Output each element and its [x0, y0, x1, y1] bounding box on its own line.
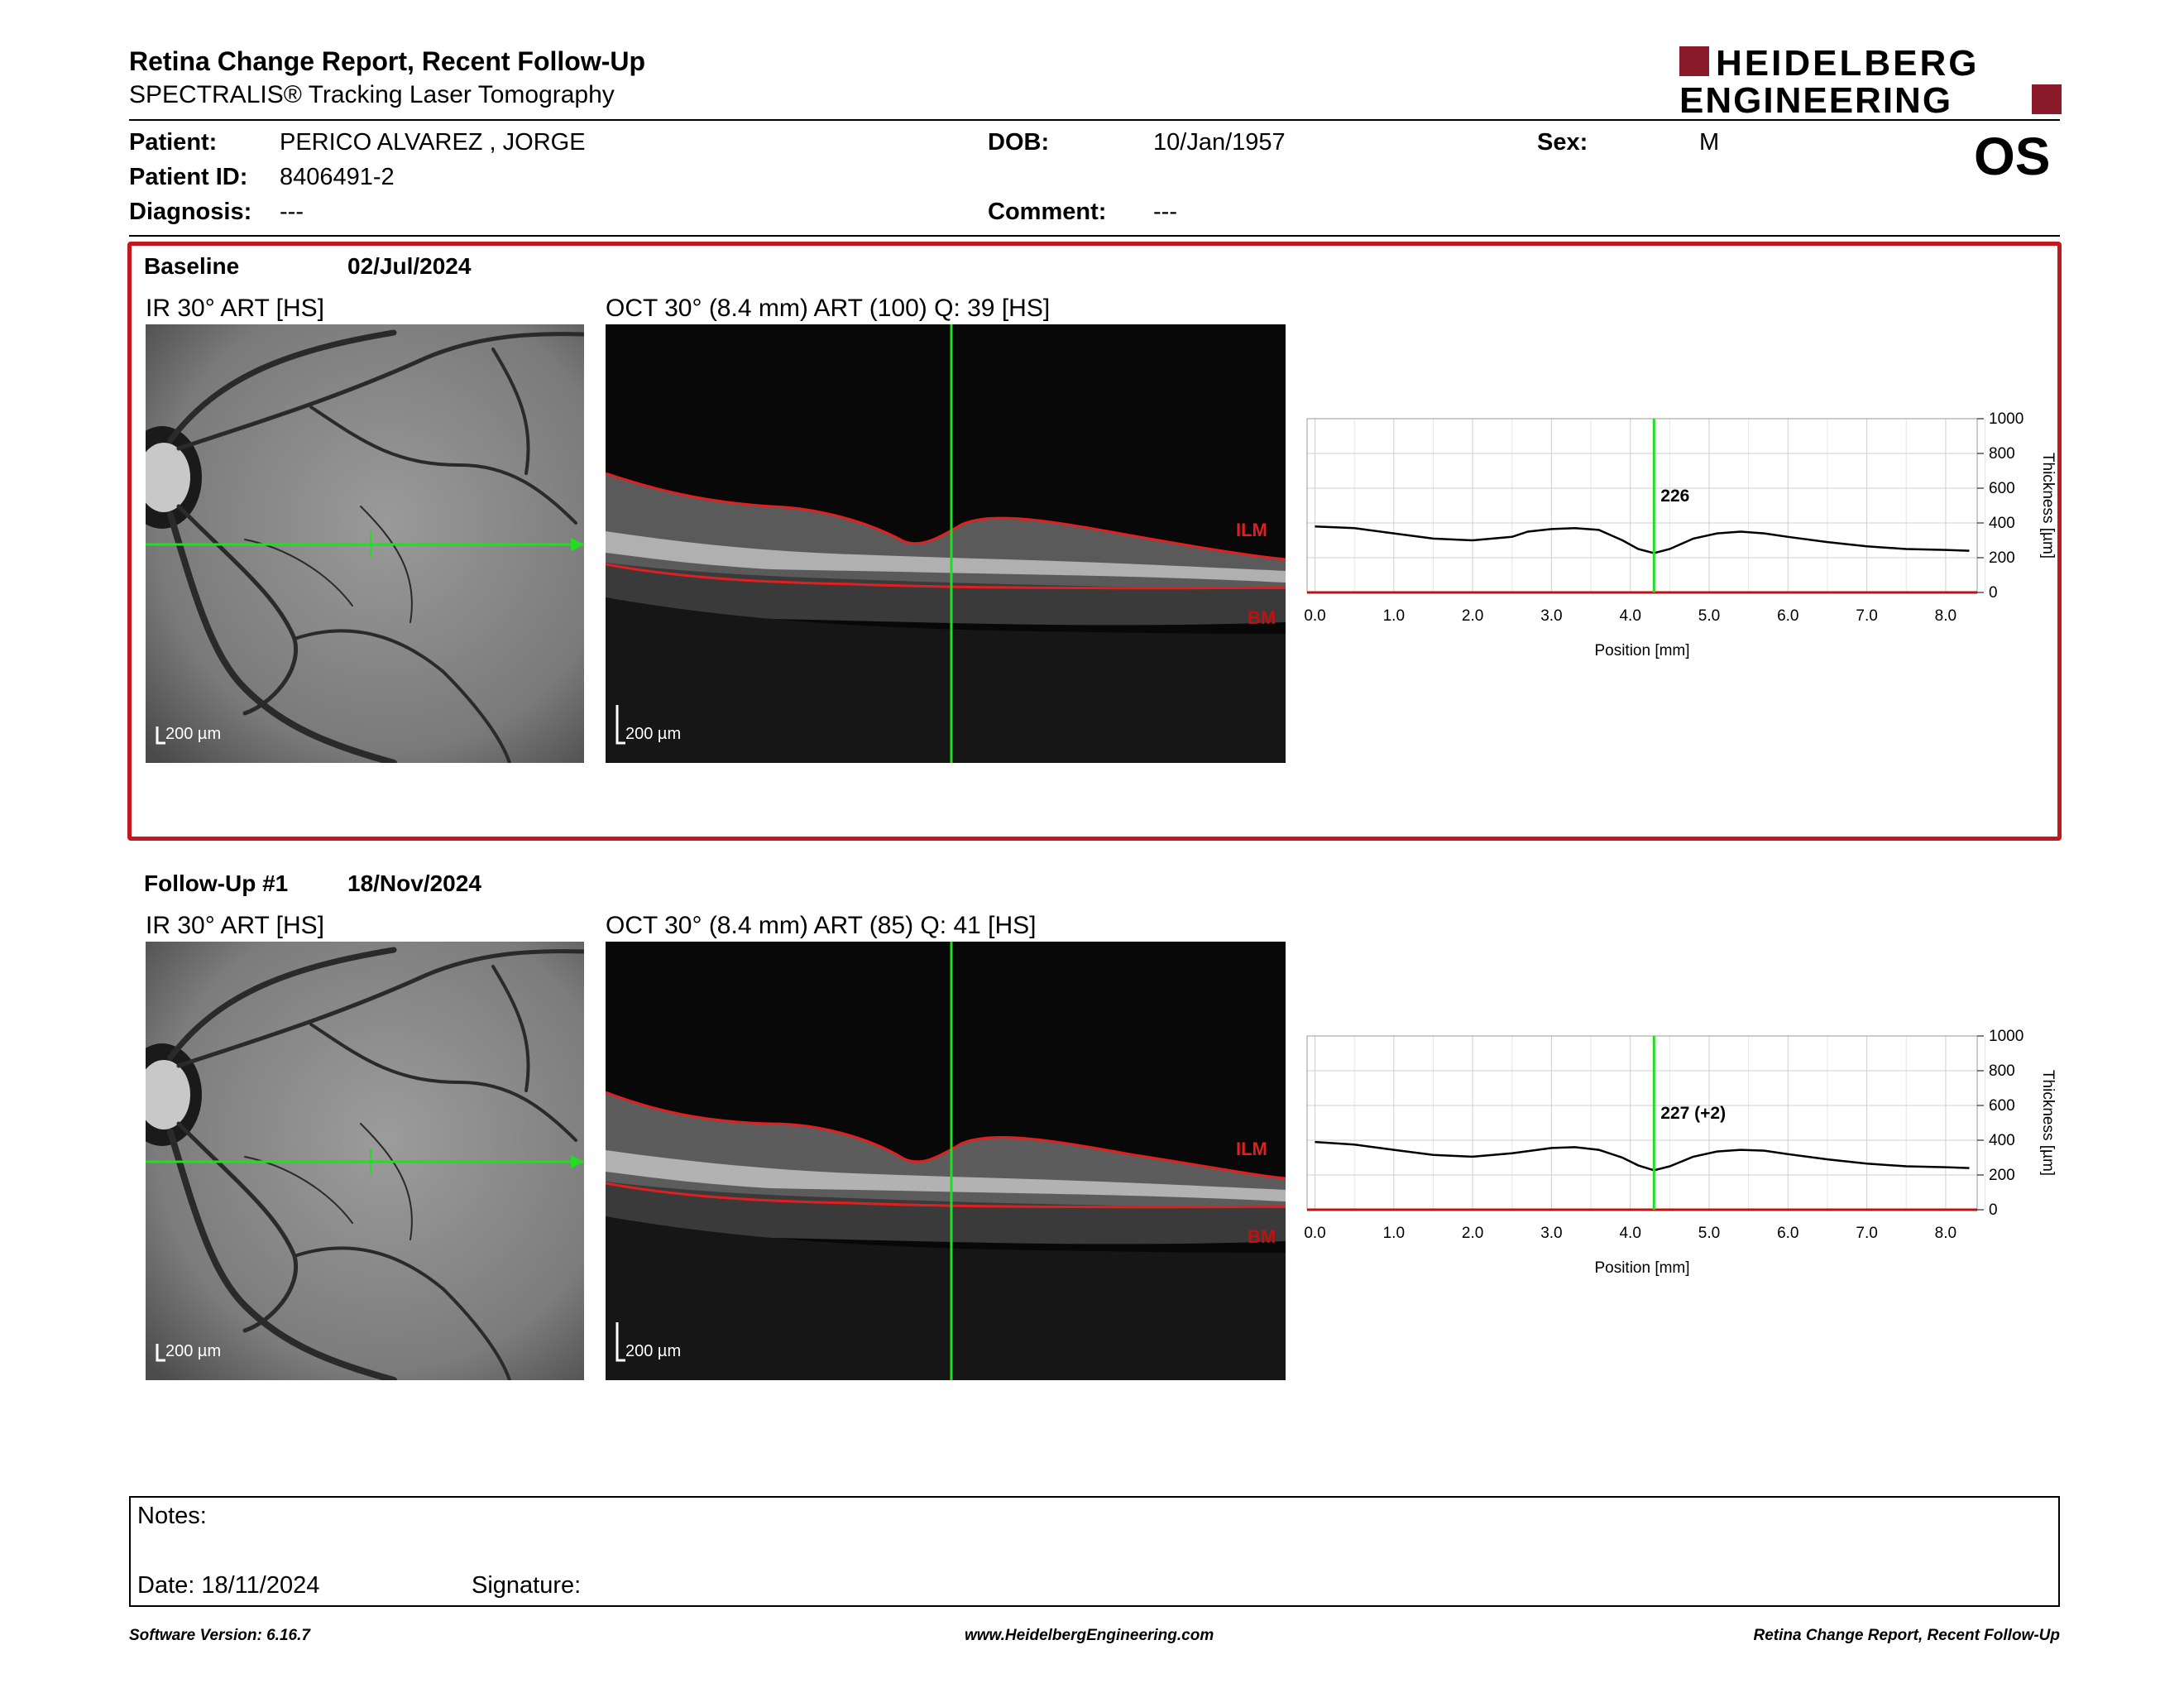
comment-value: ---: [1153, 199, 1177, 225]
followup-ir-scale: 200 µm: [165, 1342, 222, 1360]
baseline-date: 02/Jul/2024: [347, 253, 472, 279]
baseline-highlight-box: [127, 242, 2062, 841]
baseline-ir-scale: 200 µm: [165, 725, 222, 743]
x-tick-label: 3.0: [1540, 1225, 1562, 1242]
x-tick-label: 6.0: [1777, 1225, 1798, 1242]
diagnosis-label: Diagnosis:: [129, 199, 252, 225]
sex-value: M: [1699, 129, 1720, 156]
x-tick-label: 3.0: [1540, 607, 1562, 625]
comment-label: Comment:: [988, 199, 1107, 225]
x-axis-title: Position [mm]: [1594, 642, 1689, 659]
baseline-oct-scale: 200 µm: [625, 725, 682, 743]
x-tick-label: 0.0: [1304, 1225, 1325, 1242]
followup-ir-title: IR 30° ART [HS]: [146, 912, 324, 939]
marker-value-label: 227 (+2): [1660, 1104, 1726, 1123]
baseline-ir-title: IR 30° ART [HS]: [146, 295, 324, 322]
x-tick-label: 8.0: [1935, 1225, 1956, 1242]
x-tick-label: 8.0: [1935, 607, 1956, 625]
y-axis-title: Thickness [µm]: [2039, 453, 2057, 559]
baseline-oct-title: OCT 30° (8.4 mm) ART (100) Q: 39 [HS]: [606, 295, 1051, 322]
logo-line2: ENGINEERING: [1679, 80, 1952, 116]
plot-frame: [1306, 1035, 1978, 1211]
followup-oct-title: OCT 30° (8.4 mm) ART (85) Q: 41 [HS]: [606, 912, 1037, 939]
y-tick-label: 400: [1989, 515, 2015, 532]
x-tick-label: 1.0: [1383, 1225, 1405, 1242]
x-tick-label: 6.0: [1777, 607, 1798, 625]
sex-label: Sex:: [1537, 129, 1588, 156]
report-subtitle: SPECTRALIS® Tracking Laser Tomography: [129, 81, 615, 108]
y-tick-label: 200: [1989, 549, 2015, 567]
report-title: Retina Change Report, Recent Follow-Up: [129, 46, 646, 76]
x-tick-label: 4.0: [1619, 607, 1640, 625]
followup-date: 18/Nov/2024: [347, 870, 481, 896]
patient-id-label: Patient ID:: [129, 164, 248, 190]
x-tick-label: 1.0: [1383, 607, 1405, 625]
x-tick-label: 7.0: [1856, 607, 1877, 625]
eye-indicator: OS: [1974, 127, 2051, 186]
baseline-ir-fundus-image: 200 µm: [146, 324, 584, 763]
y-tick-label: 0: [1989, 584, 1998, 602]
y-tick-label: 800: [1989, 1062, 2015, 1080]
x-tick-label: 2.0: [1462, 1225, 1483, 1242]
dob-value: 10/Jan/1957: [1153, 129, 1286, 156]
baseline-bm-label: BM: [1248, 607, 1276, 628]
followup-oct-bscan-image: ILM BM 200 µm: [606, 942, 1286, 1380]
followup-thickness-chart: 0.0 1.0 2.0 3.0 4.0 5.0 6.0 7.0 8.0 0 200 400 600 800…: [1299, 1028, 2076, 1301]
x-tick-label: 5.0: [1698, 1225, 1720, 1242]
y-tick-label: 800: [1989, 445, 2015, 463]
patient-divider: [129, 235, 2060, 237]
baseline-thickness-chart: 0.0 1.0 2.0 3.0 4.0 5.0 6.0 7.0 8.0 0 200 400 600 800…: [1299, 410, 2076, 683]
y-tick-label: 600: [1989, 1097, 2015, 1115]
notes-label: Notes:: [137, 1503, 207, 1529]
x-tick-label: 5.0: [1698, 607, 1720, 625]
thickness-profile-line: [1315, 1140, 1970, 1172]
signature-label: Signature:: [472, 1572, 582, 1599]
patient-id-value: 8406491-2: [280, 164, 395, 190]
header-divider: [129, 119, 2060, 121]
diagnosis-value: ---: [280, 199, 304, 225]
notes-date: Date: 18/11/2024: [137, 1572, 320, 1599]
patient-label: Patient:: [129, 129, 218, 156]
footer-website-link[interactable]: www.HeidelbergEngineering.com: [965, 1627, 1214, 1644]
x-axis-title: Position [mm]: [1594, 1259, 1689, 1277]
y-tick-label: 1000: [1989, 1028, 2024, 1045]
notes-box: Notes: Date: 18/11/2024 Signature:: [129, 1496, 2060, 1607]
baseline-label: Baseline: [144, 253, 240, 279]
y-tick-label: 1000: [1989, 410, 2024, 428]
x-tick-label: 4.0: [1619, 1225, 1640, 1242]
y-tick-label: 0: [1989, 1201, 1998, 1219]
x-tick-label: 0.0: [1304, 607, 1325, 625]
patient-name: PERICO ALVAREZ , JORGE: [280, 129, 586, 156]
thickness-profile-line: [1315, 525, 1970, 554]
marker-value-label: 226: [1660, 487, 1689, 506]
logo-line1: HEIDELBERG: [1716, 45, 1979, 84]
x-tick-label: 7.0: [1856, 1225, 1877, 1242]
plot-frame: [1306, 418, 1978, 593]
followup-ilm-label: ILM: [1236, 1139, 1267, 1159]
y-tick-label: 600: [1989, 480, 2015, 497]
followup-ir-fundus-image: 200 µm: [146, 942, 584, 1380]
followup-bm-label: BM: [1248, 1226, 1276, 1247]
y-axis-title: Thickness [µm]: [2039, 1070, 2057, 1176]
y-tick-label: 200: [1989, 1167, 2015, 1184]
followup-oct-scale: 200 µm: [625, 1342, 682, 1360]
dob-label: DOB:: [988, 129, 1050, 156]
followup-label: Follow-Up #1: [144, 870, 289, 896]
heidelberg-logo: HEIDELBERG ENGINEERING: [1679, 43, 2062, 121]
footer-report-name: Retina Change Report, Recent Follow-Up: [1753, 1627, 2060, 1644]
baseline-oct-bscan-image: ILM BM 200 µm: [606, 324, 1286, 763]
baseline-ilm-label: ILM: [1236, 520, 1267, 540]
footer-software-version: Software Version: 6.16.7: [129, 1627, 310, 1644]
x-tick-label: 2.0: [1462, 607, 1483, 625]
y-tick-label: 400: [1989, 1132, 2015, 1149]
